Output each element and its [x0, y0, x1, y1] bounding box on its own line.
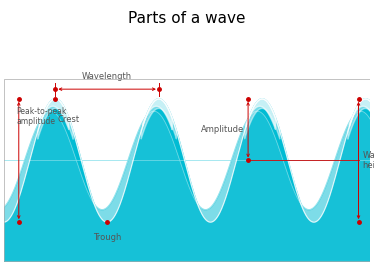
Bar [4, 80, 370, 261]
Text: Amplitude: Amplitude [201, 125, 244, 134]
Text: Wave
height: Wave height [362, 151, 374, 170]
Text: Peak-to-peak
amplitude: Peak-to-peak amplitude [16, 107, 67, 126]
Text: Wavelength: Wavelength [82, 72, 132, 81]
Text: Trough: Trough [93, 234, 121, 242]
Text: Crest: Crest [58, 115, 80, 124]
Text: Parts of a wave: Parts of a wave [128, 11, 246, 26]
